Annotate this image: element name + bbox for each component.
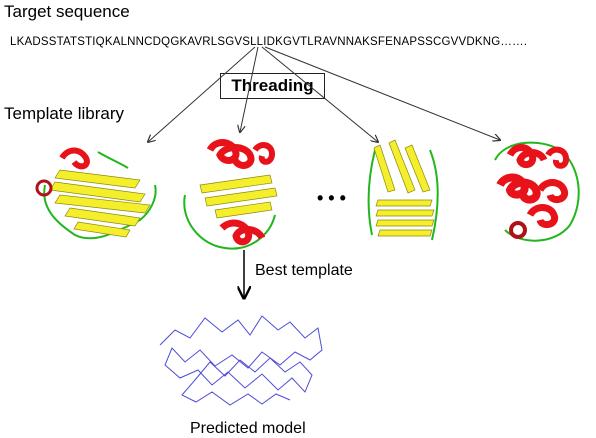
template-4-structure <box>494 141 580 242</box>
template-library-title: Template library <box>4 104 124 123</box>
predicted-model-trace <box>159 315 323 406</box>
template-ellipsis: • • • <box>317 188 346 208</box>
threading-arrows <box>148 46 500 142</box>
template-3-structure <box>367 139 439 241</box>
predicted-model-label: Predicted model <box>190 420 306 437</box>
arrow-to-template-1 <box>148 46 256 142</box>
best-template-label: Best template <box>255 262 353 279</box>
arrow-to-template-3 <box>261 46 378 142</box>
threading-box: Threading <box>220 73 325 99</box>
arrow-to-template-4 <box>264 46 500 140</box>
target-sequence-text: LKADSSTATSTIQKALNNCDQGKAVRLSGVSLLIDKGVTL… <box>10 36 528 48</box>
arrow-to-template-2 <box>240 46 259 132</box>
threading-label: Threading <box>231 76 314 95</box>
template-1-structure <box>35 147 157 240</box>
template-2-structure <box>183 139 278 250</box>
target-sequence-title: Target sequence <box>4 2 130 21</box>
